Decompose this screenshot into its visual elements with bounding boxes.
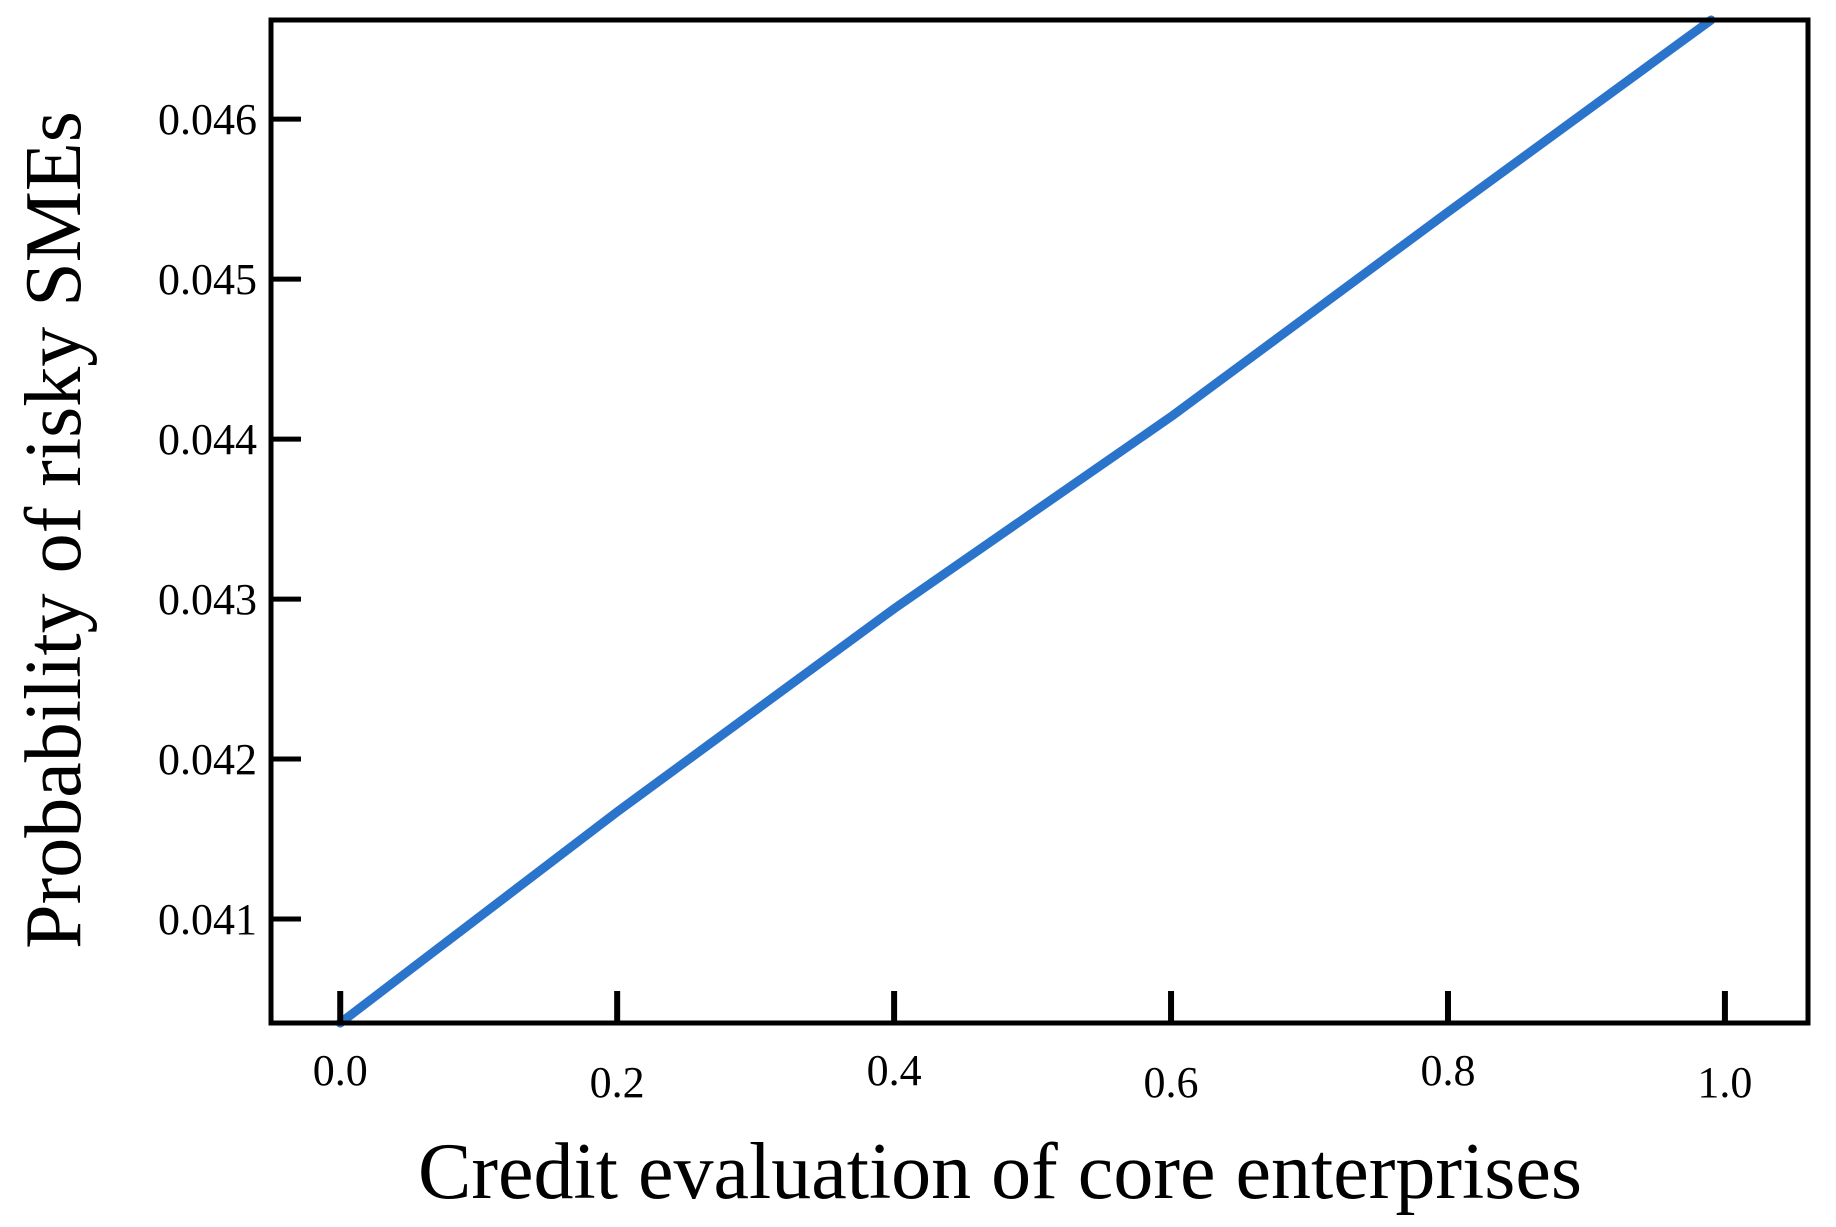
y-tick-label: 0.044 (158, 415, 257, 464)
plot-frame (268, 17, 1811, 1026)
series-line (335, 15, 1716, 1028)
series-layer (335, 15, 1716, 1028)
x-axis-title: Credit evaluation of core enterprises (418, 1128, 1582, 1216)
y-tick-label: 0.042 (158, 735, 257, 784)
x-tick-label: 0.4 (867, 1046, 922, 1095)
x-tick-label: 0.8 (1420, 1046, 1475, 1095)
x-tick-label: 0.6 (1144, 1058, 1199, 1107)
y-tick-label: 0.045 (158, 255, 257, 304)
x-tick-label: 1.0 (1697, 1058, 1752, 1107)
y-tick-label: 0.041 (158, 895, 257, 944)
y-axis-title: Probability of risky SMEs (10, 111, 98, 949)
y-tick-label: 0.046 (158, 95, 257, 144)
ticks-layer: 0.0 0.2 0.4 0.6 0.8 1.0 0.041 0.042 0.043 0.044 0.… (158, 95, 1752, 1107)
x-tick-label: 0.2 (590, 1058, 645, 1107)
x-tick-label: 0.0 (313, 1046, 368, 1095)
y-tick-label: 0.043 (158, 575, 257, 624)
